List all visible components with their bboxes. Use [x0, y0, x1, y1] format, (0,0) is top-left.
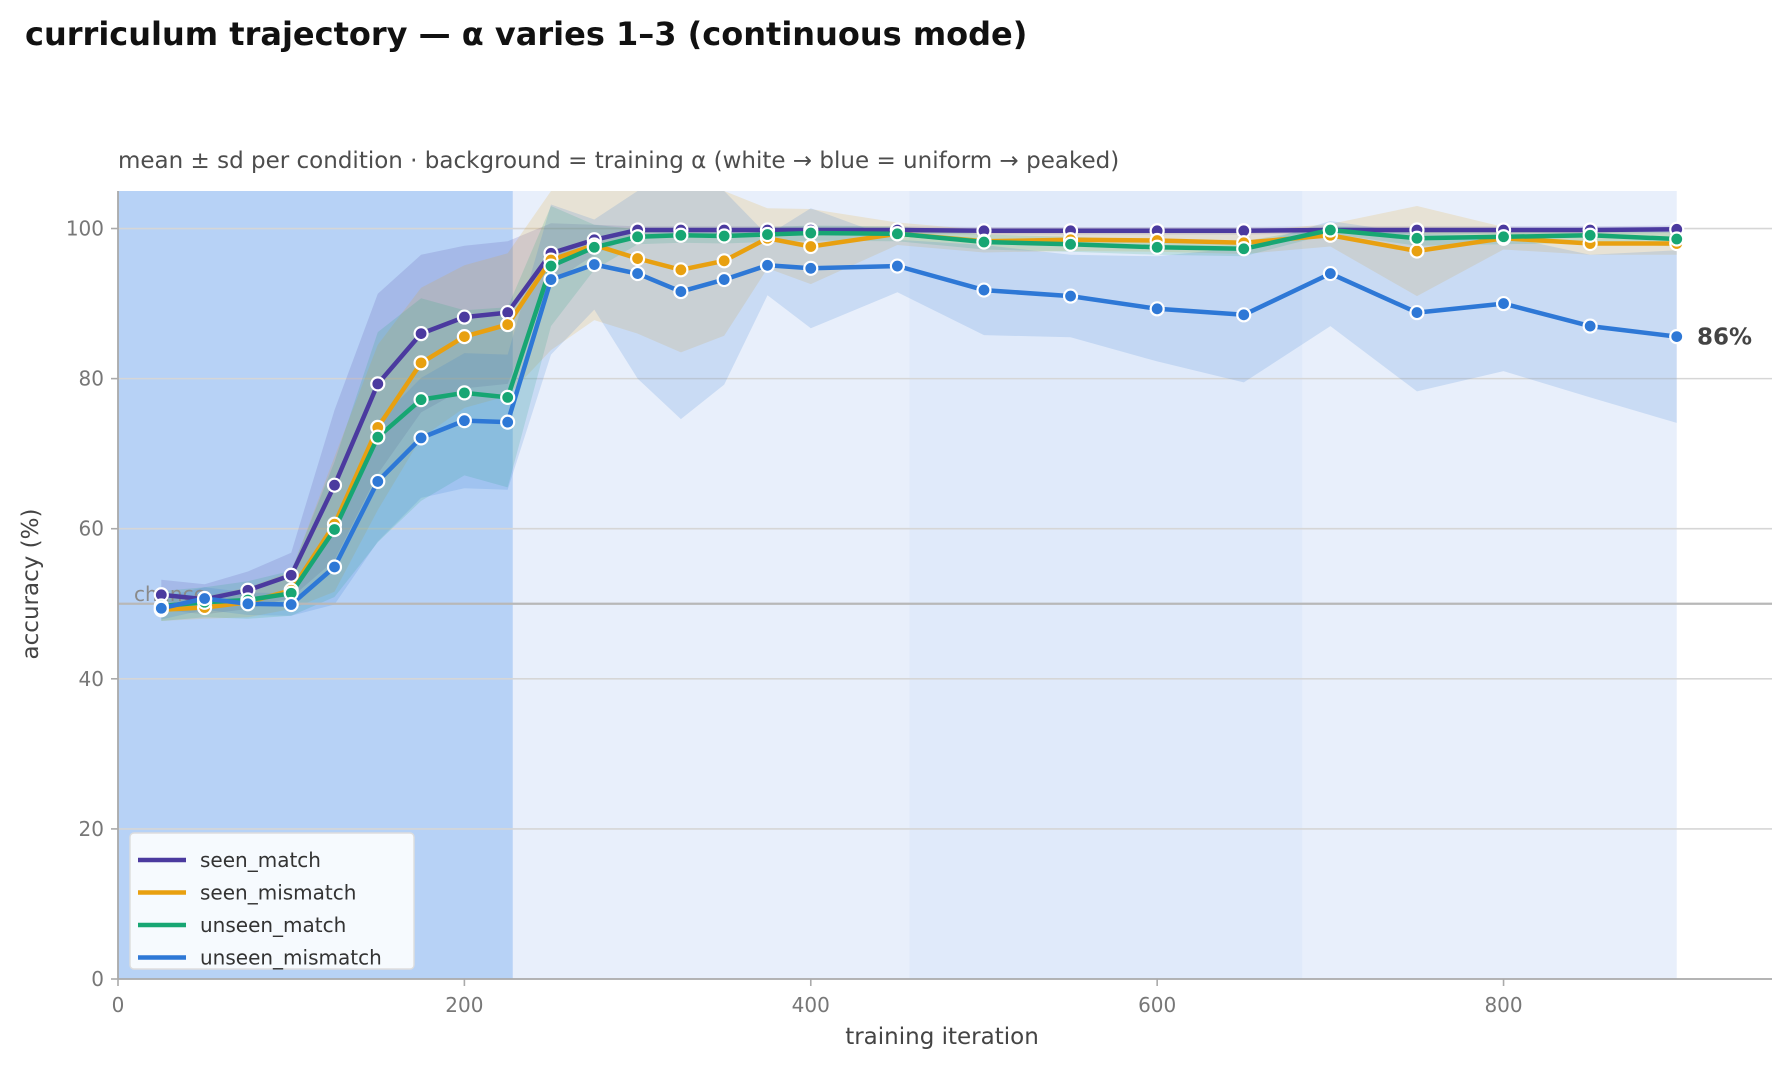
legend-box — [129, 832, 415, 970]
point-unseen_mismatch-19 — [1149, 301, 1165, 317]
point-unseen_mismatch-6 — [413, 430, 429, 446]
chart-subtitle: mean ± sd per condition · background = t… — [118, 148, 1119, 174]
point-unseen_mismatch-8 — [500, 414, 516, 430]
x-tick-label-600: 600 — [1138, 993, 1176, 1017]
point-unseen_match-17 — [976, 234, 992, 250]
point-unseen_match-24 — [1582, 227, 1598, 243]
point-unseen_mismatch-21 — [1322, 265, 1338, 282]
point-seen_mismatch-6 — [413, 355, 429, 371]
point-unseen_mismatch-14 — [759, 257, 776, 273]
point-unseen_match-13 — [716, 228, 732, 244]
point-unseen_mismatch-16 — [889, 258, 905, 274]
point-unseen_match-7 — [456, 385, 472, 401]
series-lines — [159, 227, 1679, 613]
point-seen_mismatch-12 — [673, 262, 689, 278]
point-unseen_match-10 — [586, 239, 602, 255]
end-value-label: 86% — [1697, 325, 1752, 351]
point-unseen_mismatch-4 — [326, 559, 343, 575]
point-unseen_mismatch-23 — [1495, 295, 1512, 312]
point-unseen_match-14 — [759, 226, 776, 243]
point-unseen_match-8 — [500, 389, 516, 405]
point-unseen_mismatch-7 — [456, 413, 472, 429]
point-unseen_match-16 — [889, 226, 905, 242]
x-tick-label-400: 400 — [792, 993, 830, 1017]
point-unseen_mismatch-13 — [716, 271, 732, 288]
point-unseen_match-21 — [1322, 222, 1338, 238]
legend-label-seen_mismatch: seen_mismatch — [200, 881, 356, 905]
point-seen_mismatch-13 — [716, 253, 732, 269]
point-unseen_match-23 — [1495, 229, 1512, 245]
x-tick-label-0: 0 — [112, 993, 125, 1017]
point-seen_match-6 — [413, 325, 429, 342]
point-seen_mismatch-7 — [456, 328, 472, 345]
legend-label-unseen_mismatch: unseen_mismatch — [200, 946, 382, 970]
point-unseen_mismatch-5 — [370, 473, 386, 490]
point-seen_match-7 — [456, 309, 472, 325]
legend-label-unseen_match: unseen_match — [200, 913, 346, 937]
background-band-1 — [512, 191, 910, 979]
x-axis-label: training iteration — [845, 1024, 1039, 1050]
point-unseen_mismatch-3 — [283, 596, 299, 613]
point-seen_mismatch-15 — [803, 238, 819, 255]
series-line-unseen_mismatch — [159, 262, 1679, 611]
point-unseen_match-11 — [629, 229, 646, 245]
y-tick-label-80: 80 — [79, 367, 104, 391]
point-seen_mismatch-11 — [629, 250, 646, 267]
point-unseen_mismatch-18 — [1062, 288, 1079, 304]
point-unseen_mismatch-1 — [196, 590, 213, 607]
point-unseen_match-12 — [673, 227, 689, 243]
background-band-3 — [1302, 191, 1677, 979]
sd-band-seen_match — [161, 223, 1677, 615]
y-tick-label-40: 40 — [79, 667, 104, 691]
point-unseen_match-6 — [413, 392, 429, 408]
point-unseen_mismatch-11 — [629, 265, 646, 282]
point-unseen_mismatch-12 — [673, 283, 689, 300]
y-tick-label-100: 100 — [66, 217, 104, 241]
background-band-2 — [909, 191, 1303, 979]
point-unseen_match-5 — [370, 429, 386, 445]
point-unseen_match-19 — [1149, 239, 1165, 255]
point-seen_match-4 — [326, 477, 343, 493]
legend-label-seen_match: seen_match — [200, 848, 321, 872]
y-axis-label: accuracy (%) — [18, 509, 44, 660]
point-unseen_mismatch-25 — [1669, 328, 1685, 345]
y-tick-label-0: 0 — [91, 967, 104, 991]
point-unseen_match-4 — [326, 521, 343, 538]
axes: 0 20 40 60 80 100 0 200 400 600 800 — [66, 191, 1772, 1017]
point-unseen_mismatch-9 — [543, 271, 559, 288]
x-tick-label-200: 200 — [445, 993, 483, 1017]
point-unseen_match-20 — [1236, 241, 1252, 257]
point-unseen_match-9 — [543, 258, 559, 274]
point-unseen_match-15 — [803, 225, 819, 241]
point-unseen_mismatch-2 — [240, 596, 256, 612]
point-unseen_match-25 — [1669, 231, 1685, 247]
point-unseen_match-18 — [1062, 236, 1079, 252]
point-unseen_mismatch-22 — [1409, 304, 1425, 321]
point-unseen_match-22 — [1409, 230, 1425, 246]
point-unseen_mismatch-17 — [976, 282, 992, 298]
x-tick-label-800: 800 — [1484, 993, 1522, 1017]
series-line-seen_mismatch — [159, 231, 1679, 613]
point-seen_match-5 — [370, 376, 386, 392]
legend: seen_match seen_mismatch unseen_matchunsee… — [129, 832, 415, 970]
point-unseen_mismatch-15 — [803, 260, 819, 276]
point-unseen_mismatch-20 — [1236, 307, 1252, 323]
point-unseen_mismatch-0 — [153, 600, 169, 616]
point-seen_mismatch-8 — [500, 316, 516, 333]
series-line-seen_match — [159, 227, 1679, 602]
point-seen_mismatch-22 — [1409, 243, 1425, 259]
chart-title: curriculum trajectory — α varies 1–3 (co… — [25, 15, 1027, 53]
y-tick-label-60: 60 — [79, 517, 104, 541]
point-unseen_mismatch-10 — [586, 256, 602, 273]
point-seen_match-3 — [283, 567, 299, 583]
y-tick-label-20: 20 — [79, 817, 104, 841]
series-line-unseen_match — [159, 227, 1679, 609]
series-points — [153, 221, 1685, 618]
point-unseen_mismatch-24 — [1582, 318, 1598, 334]
